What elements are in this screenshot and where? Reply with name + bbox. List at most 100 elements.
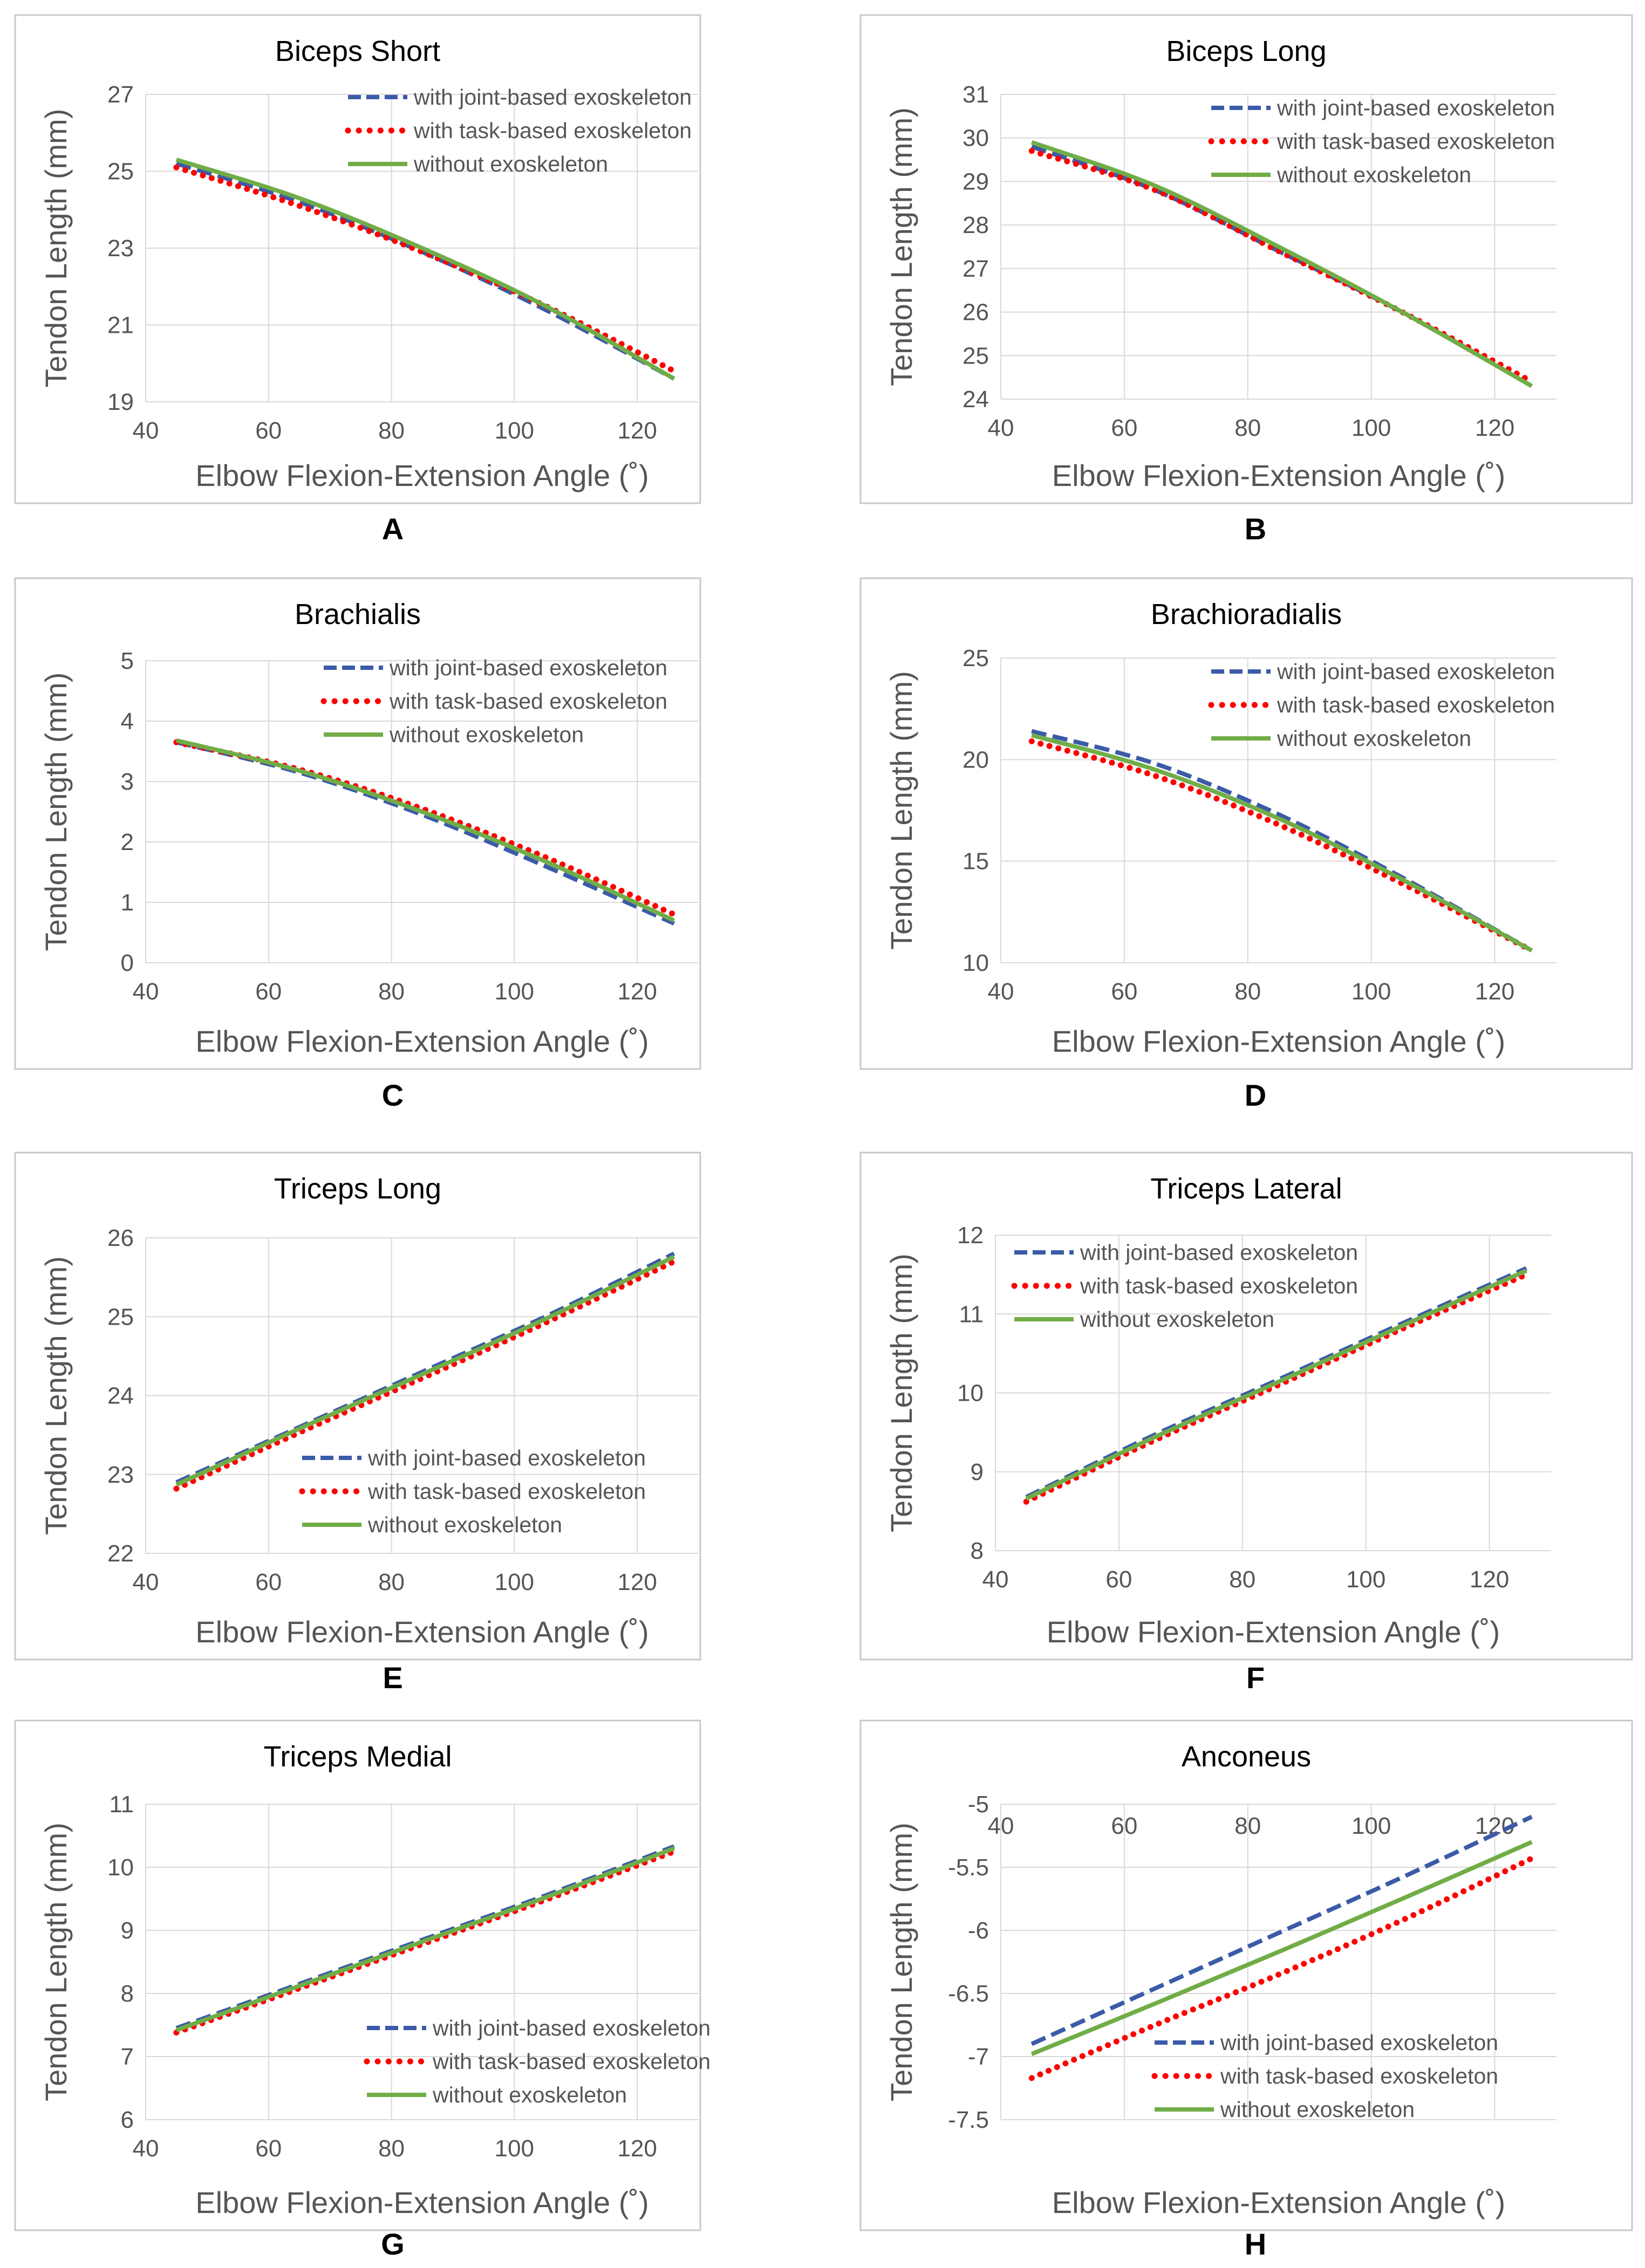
y-tick-label: -6.5 xyxy=(948,1981,989,2007)
x-tick-label: 40 xyxy=(133,2135,159,2162)
legend-label-2: with task-based exoskeleton xyxy=(1277,693,1555,717)
legend-label-1: with joint-based exoskeleton xyxy=(367,1445,646,1470)
y-tick-label: 26 xyxy=(963,299,989,326)
x-tick-label: 40 xyxy=(133,1569,159,1595)
series-line-3 xyxy=(1031,733,1533,953)
legend-label-1: with joint-based exoskeleton xyxy=(432,2016,711,2040)
x-tick-label: 100 xyxy=(1352,415,1391,441)
panel-frame xyxy=(859,1719,1633,2231)
chart-panel-b: Biceps Long 40 60 80 100 120 24 25 26 27 28 29 30 31 E… xyxy=(859,14,1633,546)
x-tick-label: 100 xyxy=(1352,978,1391,1005)
panel-frame xyxy=(14,577,701,1070)
y-tick-label: 1 xyxy=(121,889,134,916)
series-line-2 xyxy=(1028,1855,1535,2081)
x-tick-label: 60 xyxy=(1111,415,1137,441)
y-tick-label: 3 xyxy=(121,769,134,795)
series-line-2 xyxy=(173,164,677,374)
series-line-3 xyxy=(175,1846,675,2032)
y-tick-label: 27 xyxy=(107,81,134,108)
y-tick-label: 5 xyxy=(121,648,134,674)
x-axis-label: Elbow Flexion-Extension Angle (˚) xyxy=(1052,1024,1505,1058)
series-line-3 xyxy=(175,738,675,923)
chart-title: Triceps Lateral xyxy=(1150,1173,1342,1205)
series-line-3 xyxy=(175,1255,675,1487)
y-tick-label: -7.5 xyxy=(948,2107,989,2133)
x-tick-label: 60 xyxy=(1111,1813,1137,1839)
y-tick-label: 7 xyxy=(121,2044,134,2070)
legend-label-3: without exoskeleton xyxy=(1277,162,1471,187)
chart-panel-d: Brachioradialis 40 60 80 100 120 10 15 20 25 Elbow… xyxy=(859,577,1633,1112)
x-tick-label: 60 xyxy=(255,2135,282,2162)
y-tick-label: 10 xyxy=(107,1854,134,1881)
y-tick-label: 8 xyxy=(121,1981,134,2007)
legend-label-3: without exoskeleton xyxy=(1080,1307,1274,1332)
x-tick-label: 80 xyxy=(378,417,405,444)
x-tick-label: 60 xyxy=(255,1569,282,1595)
chart-panel-e: Triceps Long 40 60 80 100 120 22 23 24 25 26 Elbow … xyxy=(14,1152,701,1695)
series-line-1 xyxy=(175,740,675,926)
series-line-2 xyxy=(1023,1271,1530,1505)
panel-frame xyxy=(859,14,1633,504)
x-tick-label: 100 xyxy=(495,1569,534,1595)
y-tick-label: 2 xyxy=(121,829,134,855)
legend-label-2: with task-based exoskeleton xyxy=(389,689,667,714)
y-tick-label: 11 xyxy=(109,1791,134,1818)
panel-letter: E xyxy=(383,1661,402,1695)
x-tick-label: 80 xyxy=(1234,415,1261,441)
x-tick-label: 120 xyxy=(617,2135,657,2162)
panel-frame xyxy=(859,1152,1633,1661)
x-axis-label: Elbow Flexion-Extension Angle (˚) xyxy=(1052,2185,1505,2219)
x-tick-label: 120 xyxy=(1470,1566,1509,1593)
y-axis-label: Tendon Length (mm) xyxy=(39,673,73,951)
y-tick-label: 21 xyxy=(107,312,134,339)
y-tick-label: 24 xyxy=(963,386,989,413)
panel-letter: A xyxy=(382,512,404,546)
y-tick-label: -6 xyxy=(968,1917,989,1944)
y-axis-label: Tendon Length (mm) xyxy=(39,109,73,388)
panel-letter: G xyxy=(381,2227,405,2261)
chart-title: Anconeus xyxy=(1182,1741,1311,1773)
legend-label-3: without exoskeleton xyxy=(389,722,584,747)
y-axis-label: Tendon Length (mm) xyxy=(884,1253,918,1532)
x-tick-label: 80 xyxy=(378,1569,405,1595)
series-line-1 xyxy=(1030,1814,1533,2046)
panel-frame xyxy=(859,577,1633,1070)
y-tick-label: 23 xyxy=(107,1462,134,1488)
x-tick-label: 60 xyxy=(255,417,282,444)
y-tick-label: 12 xyxy=(957,1222,984,1249)
legend-label-1: with joint-based exoskeleton xyxy=(1080,1240,1358,1265)
y-tick-label: -7 xyxy=(968,2044,989,2070)
panel-letter: D xyxy=(1245,1078,1266,1112)
y-tick-label: 29 xyxy=(963,168,989,195)
y-tick-label: 26 xyxy=(107,1225,134,1251)
x-tick-label: 100 xyxy=(495,417,534,444)
legend-label-2: with task-based exoskeleton xyxy=(1277,129,1555,154)
y-tick-label: 20 xyxy=(963,746,989,773)
x-axis-label: Elbow Flexion-Extension Angle (˚) xyxy=(1052,458,1505,492)
y-tick-label: 23 xyxy=(107,235,134,262)
panel-letter: F xyxy=(1246,1661,1265,1695)
x-tick-label: 40 xyxy=(133,417,159,444)
x-tick-label: 100 xyxy=(1346,1566,1385,1593)
chart-panel-g: Triceps Medial 40 60 80 100 120 6 7 8 9 10 11 Elbow … xyxy=(14,1719,711,2261)
legend-label-3: without exoskeleton xyxy=(1220,2097,1415,2122)
panel-letter: C xyxy=(382,1078,404,1112)
y-tick-label: 6 xyxy=(121,2107,134,2133)
chart-panel-f: Triceps Lateral 40 60 80 100 120 8 9 10 11 12 Elbow… xyxy=(859,1152,1633,1695)
y-tick-label: 25 xyxy=(963,342,989,369)
y-tick-label: 24 xyxy=(107,1383,134,1409)
series-line-3 xyxy=(175,157,675,381)
x-tick-label: 100 xyxy=(495,2135,534,2162)
x-tick-label: 120 xyxy=(1475,978,1514,1005)
y-tick-label: -5.5 xyxy=(948,1854,989,1881)
x-tick-label: 80 xyxy=(1229,1566,1255,1593)
chart-panel-c: Brachialis 40 60 80 100 120 0 1 2 3 4 5 Elbow Flexio… xyxy=(14,577,701,1112)
series-line-2 xyxy=(173,1258,677,1492)
x-tick-label: 100 xyxy=(1352,1813,1391,1839)
x-tick-label: 60 xyxy=(255,978,282,1005)
y-tick-label: 25 xyxy=(107,1304,134,1330)
chart-title: Biceps Short xyxy=(275,35,440,67)
